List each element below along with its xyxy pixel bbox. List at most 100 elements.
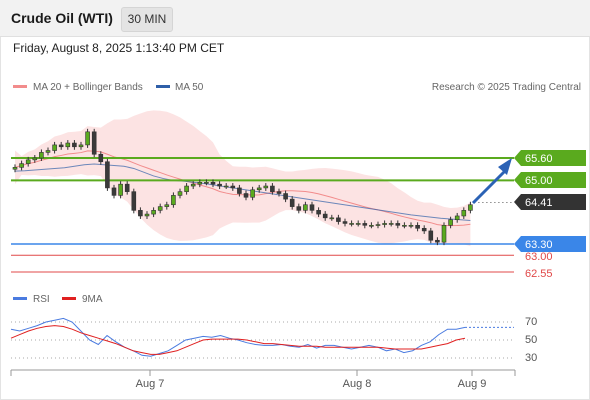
moving-averages bbox=[14, 150, 471, 227]
candle-body bbox=[58, 144, 64, 148]
x-axis bbox=[10, 369, 516, 376]
candle-body bbox=[355, 223, 361, 225]
chart-timestamp: Friday, August 8, 2025 1:13:40 PM CET bbox=[13, 41, 225, 55]
bollinger-band-fill bbox=[15, 110, 471, 247]
candle-body bbox=[85, 131, 90, 146]
candle-body bbox=[210, 182, 216, 185]
candle-body bbox=[342, 221, 348, 224]
candle bbox=[421, 225, 427, 234]
candle bbox=[289, 196, 295, 210]
candle-body bbox=[276, 191, 282, 194]
ma20-line bbox=[14, 150, 471, 227]
chart-header: Crude Oil (WTI) 30 MIN bbox=[0, 0, 590, 37]
candle-body bbox=[151, 210, 156, 215]
candle-body bbox=[388, 223, 394, 225]
candle-body bbox=[461, 210, 467, 217]
candle-body bbox=[256, 187, 262, 191]
level-lines bbox=[11, 157, 514, 273]
x-label-aug7: Aug 7 bbox=[136, 378, 165, 390]
candle bbox=[461, 207, 467, 219]
ma50-legend-label: MA 50 bbox=[175, 82, 204, 93]
interval-button[interactable]: 30 MIN bbox=[121, 7, 173, 32]
ma50-legend-swatch bbox=[156, 85, 170, 88]
candle bbox=[223, 183, 229, 190]
candle-body bbox=[296, 206, 302, 211]
candle bbox=[210, 179, 216, 188]
svg-text:65.60: 65.60 bbox=[525, 153, 553, 165]
candle bbox=[263, 183, 269, 191]
bollinger-band bbox=[15, 110, 471, 247]
x-label-aug9: Aug 9 bbox=[458, 378, 487, 390]
candle bbox=[382, 220, 387, 228]
candle bbox=[309, 201, 315, 214]
copyright-text: Research © 2025 Trading Central bbox=[432, 82, 581, 93]
candle-body bbox=[336, 217, 341, 222]
candle-body bbox=[144, 213, 150, 217]
rsi-legend-label: RSI bbox=[33, 294, 50, 305]
candle-body bbox=[303, 204, 308, 211]
level-label-64-41: 64.41 bbox=[514, 194, 586, 210]
svg-text:64.41: 64.41 bbox=[525, 197, 553, 209]
candle bbox=[58, 141, 64, 150]
candle-body bbox=[98, 153, 104, 163]
level-label-62-55: 62.55 bbox=[525, 268, 553, 280]
candle bbox=[237, 184, 242, 197]
candle-body bbox=[177, 191, 183, 196]
candle bbox=[91, 128, 97, 158]
candle-body bbox=[223, 185, 229, 188]
candle-body bbox=[217, 183, 222, 187]
candle bbox=[171, 192, 176, 208]
candle bbox=[98, 151, 104, 165]
candle-body bbox=[316, 210, 321, 215]
rsi-lines bbox=[10, 317, 514, 357]
candle bbox=[243, 190, 249, 201]
ma50-line bbox=[14, 163, 471, 221]
candle bbox=[157, 203, 163, 214]
candle-body bbox=[362, 223, 368, 226]
rsi-line bbox=[10, 317, 466, 357]
candle bbox=[184, 183, 189, 195]
candle-body bbox=[468, 204, 473, 211]
candle bbox=[402, 222, 407, 229]
candle-body bbox=[402, 225, 407, 227]
candle bbox=[336, 214, 341, 225]
rsi-gridlines bbox=[11, 321, 515, 359]
candle bbox=[118, 181, 123, 199]
candle bbox=[78, 141, 84, 150]
candle bbox=[12, 164, 18, 173]
candle-body bbox=[164, 204, 170, 207]
candle bbox=[342, 218, 348, 227]
candle bbox=[435, 237, 440, 246]
candle bbox=[369, 222, 374, 229]
candle bbox=[329, 214, 335, 221]
level-label-65-60: 65.60 bbox=[514, 150, 586, 166]
candle-body bbox=[349, 223, 354, 225]
level-label-63-30: 63.30 bbox=[514, 236, 586, 252]
candle-body bbox=[32, 157, 38, 161]
level-label-65-00: 65.00 bbox=[514, 172, 586, 188]
candle-body bbox=[395, 223, 401, 226]
candle bbox=[256, 184, 262, 193]
candle-body bbox=[91, 131, 97, 155]
candle bbox=[164, 201, 170, 210]
candle bbox=[131, 188, 137, 214]
candle bbox=[362, 220, 368, 229]
candle-body bbox=[421, 227, 427, 232]
candle bbox=[448, 216, 453, 229]
rsi-tick-70: 70 bbox=[525, 316, 537, 328]
candle-body bbox=[197, 182, 203, 185]
candle bbox=[177, 188, 183, 199]
candle bbox=[124, 181, 130, 195]
candle-body bbox=[190, 183, 196, 187]
candle bbox=[408, 222, 414, 229]
candle-body bbox=[289, 198, 295, 207]
candle bbox=[441, 222, 447, 246]
candle-body bbox=[171, 195, 176, 206]
candle-body bbox=[118, 183, 123, 196]
candle bbox=[111, 184, 117, 199]
candle bbox=[217, 181, 222, 190]
candle-body bbox=[428, 230, 434, 241]
candle-body bbox=[78, 144, 84, 148]
candle-body bbox=[454, 215, 460, 220]
candle bbox=[151, 207, 156, 218]
